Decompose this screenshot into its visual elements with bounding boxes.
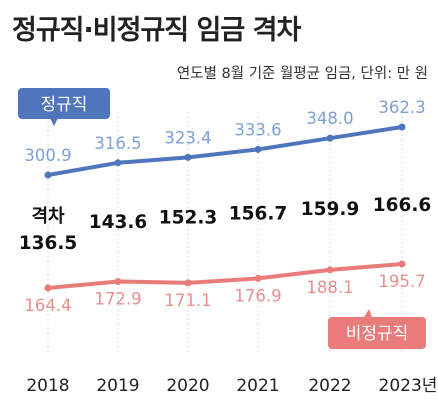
irregular-point-2022 [326,266,334,274]
regular-callout-label: 정규직 [41,95,88,115]
x-tick-5: 2023년 [379,376,438,396]
gap-value-2021: 156.7 [229,203,288,224]
regular-label-2019: 316.5 [94,134,141,153]
regular-point-2021 [254,145,262,153]
x-tick-2: 2020 [166,376,209,396]
irregular-label-2022: 188.1 [306,278,353,297]
gap-value-2019: 143.6 [89,212,148,233]
gap-value-2023년: 166.6 [373,195,432,216]
regular-label-2021: 333.6 [234,120,281,139]
regular-label-2020: 323.4 [164,128,211,147]
irregular-point-2020 [184,279,192,287]
chart-title: 정규직·비정규직 임금 격차 [12,15,301,46]
series-points [44,123,406,292]
gap-value-2020: 152.3 [159,208,218,229]
irregular-label-2018: 164.4 [24,296,71,315]
irregular-callout-pointer [364,309,372,317]
irregular-point-2023년 [398,260,406,268]
irregular-callout-box [328,317,426,349]
regular-point-2023년 [398,123,406,131]
gap-value-2022: 159.9 [301,199,360,220]
regular-callout-box [18,88,110,119]
x-tick-4: 2022 [308,376,351,396]
irregular-point-2021 [254,274,262,282]
gap-value-2018: 136.5 [19,233,78,254]
regular-line [47,125,403,177]
value-labels: 300.9 316.5 323.4 333.6 348.0 362.3 164.4 172.9… [19,98,432,315]
irregular-callout-label: 비정규직 [346,324,409,344]
irregular-point-2019 [114,277,122,285]
irregular-label-2023년: 195.7 [378,272,425,291]
regular-point-2019 [114,159,122,167]
regular-label-2023년: 362.3 [378,98,425,117]
irregular-line [47,262,403,290]
regular-label-2018: 300.9 [24,146,71,165]
chart-subtitle: 연도별 8월 기준 월평균 임금, 단위: 만 원 [176,66,428,82]
irregular-label-2020: 171.1 [164,291,211,310]
x-tick-1: 2019 [96,376,139,396]
regular-callout-pointer [50,118,58,126]
regular-label-2022: 348.0 [306,109,353,128]
gap-label: 격차 [31,206,65,227]
x-axis: 2018 2019 2020 2021 2022 2023년 [26,376,437,396]
x-tick-0: 2018 [26,376,69,396]
regular-point-2022 [326,134,334,142]
irregular-label-2019: 172.9 [94,289,141,308]
x-tick-3: 2021 [236,376,279,396]
irregular-label-2021: 176.9 [234,286,281,305]
series-lines [47,125,403,290]
irregular-point-2018 [44,284,52,292]
regular-point-2018 [44,171,52,179]
regular-point-2020 [184,153,192,161]
